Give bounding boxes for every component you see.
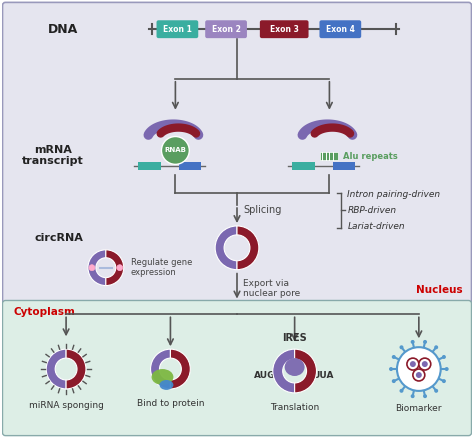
Wedge shape <box>171 349 190 389</box>
Circle shape <box>422 361 428 367</box>
Circle shape <box>413 369 425 381</box>
Circle shape <box>442 355 446 359</box>
Circle shape <box>392 379 396 383</box>
Ellipse shape <box>159 380 173 390</box>
Text: AUG: AUG <box>254 371 275 379</box>
Bar <box>292 162 316 170</box>
Text: Export via
nuclear pore: Export via nuclear pore <box>243 279 300 298</box>
Bar <box>179 162 201 170</box>
Text: RNAB: RNAB <box>164 148 186 153</box>
Wedge shape <box>88 250 106 286</box>
Text: RBP-driven: RBP-driven <box>347 205 396 215</box>
Wedge shape <box>273 349 295 393</box>
Circle shape <box>442 379 446 383</box>
Circle shape <box>423 394 427 398</box>
Circle shape <box>416 372 422 378</box>
FancyBboxPatch shape <box>2 2 472 304</box>
Wedge shape <box>215 226 237 270</box>
Circle shape <box>162 137 189 164</box>
Circle shape <box>397 347 441 391</box>
Circle shape <box>117 265 123 271</box>
FancyBboxPatch shape <box>156 20 198 38</box>
Text: Exon 4: Exon 4 <box>326 25 355 34</box>
Circle shape <box>423 340 427 344</box>
Text: Biomarker: Biomarker <box>396 404 442 413</box>
Text: Intron pairing-driven: Intron pairing-driven <box>347 190 440 199</box>
Circle shape <box>410 340 415 344</box>
Text: Alu repeats: Alu repeats <box>343 152 398 161</box>
FancyBboxPatch shape <box>205 20 247 38</box>
Circle shape <box>410 361 416 367</box>
Text: Splicing: Splicing <box>243 205 282 215</box>
Circle shape <box>392 355 396 359</box>
Text: mRNA
transcript: mRNA transcript <box>22 145 84 166</box>
Text: Exon 1: Exon 1 <box>163 25 192 34</box>
Circle shape <box>434 345 438 349</box>
Text: circRNA: circRNA <box>35 233 83 243</box>
Circle shape <box>445 367 449 371</box>
FancyBboxPatch shape <box>2 300 472 436</box>
Bar <box>137 162 162 170</box>
FancyBboxPatch shape <box>319 20 361 38</box>
FancyBboxPatch shape <box>260 20 309 38</box>
Wedge shape <box>151 349 171 389</box>
Wedge shape <box>295 349 317 393</box>
Circle shape <box>389 367 393 371</box>
Text: Lariat-driven: Lariat-driven <box>347 223 405 231</box>
Text: Exon 3: Exon 3 <box>270 25 299 34</box>
Circle shape <box>419 358 431 370</box>
Ellipse shape <box>152 369 173 385</box>
Text: Regulate gene
expression: Regulate gene expression <box>131 258 192 277</box>
Text: Translation: Translation <box>270 403 319 412</box>
Text: Exon 2: Exon 2 <box>211 25 240 34</box>
Ellipse shape <box>285 358 305 376</box>
Circle shape <box>89 265 95 271</box>
Bar <box>320 152 338 160</box>
Text: Cytoplasm: Cytoplasm <box>13 307 75 318</box>
Text: Bind to protein: Bind to protein <box>137 399 204 408</box>
Wedge shape <box>46 349 66 389</box>
Circle shape <box>434 389 438 393</box>
Text: miRNA sponging: miRNA sponging <box>28 401 103 410</box>
Wedge shape <box>66 349 86 389</box>
Wedge shape <box>237 226 259 270</box>
Circle shape <box>400 389 403 393</box>
Text: DNA: DNA <box>48 23 78 36</box>
Text: IRES: IRES <box>282 333 307 343</box>
Text: Nucleus: Nucleus <box>416 285 463 294</box>
Circle shape <box>400 345 403 349</box>
Wedge shape <box>106 250 124 286</box>
Text: UUA: UUA <box>312 371 333 379</box>
Circle shape <box>410 394 415 398</box>
Bar <box>333 162 355 170</box>
Circle shape <box>407 358 419 370</box>
